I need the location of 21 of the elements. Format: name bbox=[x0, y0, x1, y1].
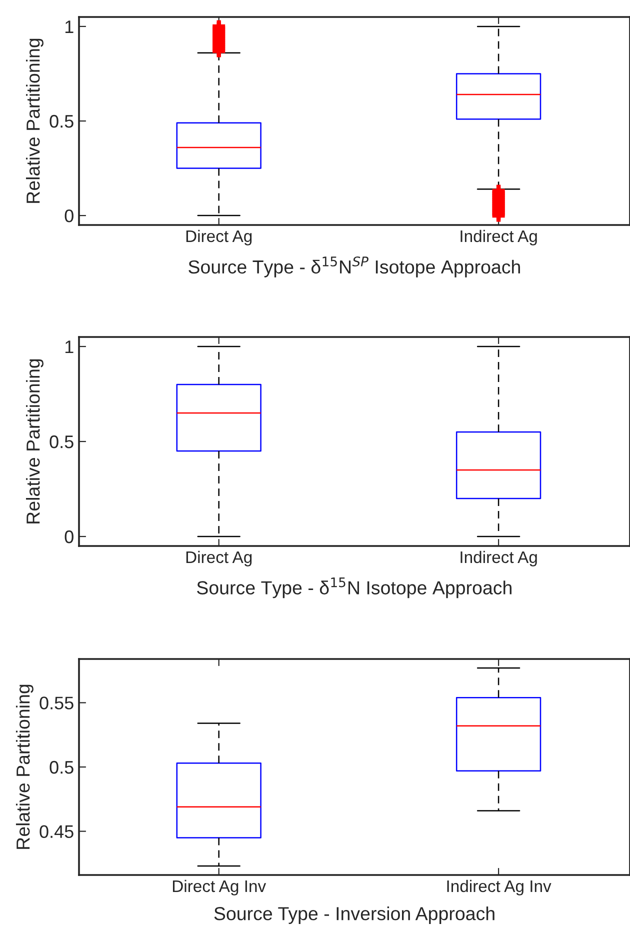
y-tick-label: 1 bbox=[65, 340, 74, 354]
y-axis-title: Relative Partitioning bbox=[16, 684, 34, 849]
y-tick-label: 0.45 bbox=[40, 825, 74, 838]
x-tick-label: Indirect Ag bbox=[460, 230, 537, 246]
x-tick-label: Indirect Ag Inv bbox=[447, 880, 552, 896]
y-tick-label: 1 bbox=[65, 20, 74, 33]
y-tick-label: 0.5 bbox=[50, 760, 74, 774]
x-tick-label: Direct Ag bbox=[186, 550, 252, 566]
y-axis-title: Relative Partitioning bbox=[26, 38, 44, 203]
x-tick-label: Direct Ag bbox=[186, 230, 252, 246]
x-tick-label: Indirect Ag bbox=[460, 550, 537, 566]
y-tick-label: 0.55 bbox=[40, 696, 74, 710]
y-tick-label: 0 bbox=[64, 209, 74, 222]
y-tick-label: 0 bbox=[64, 530, 74, 544]
y-tick-label: 0.5 bbox=[50, 435, 74, 448]
y-tick-label: 0.5 bbox=[50, 114, 74, 128]
x-axis-title: Source Type - δ$^{15}$N Isotope Approach bbox=[197, 578, 512, 598]
x-tick-label: Direct Ag Inv bbox=[172, 880, 266, 896]
x-axis-title: Source Type - δ$^{15}$N$^{SP}$ Isotope Approach bbox=[188, 256, 520, 278]
y-axis-title: Relative Partitioning bbox=[26, 359, 44, 524]
x-axis-title: Source Type - Inversion Approach bbox=[214, 906, 494, 924]
